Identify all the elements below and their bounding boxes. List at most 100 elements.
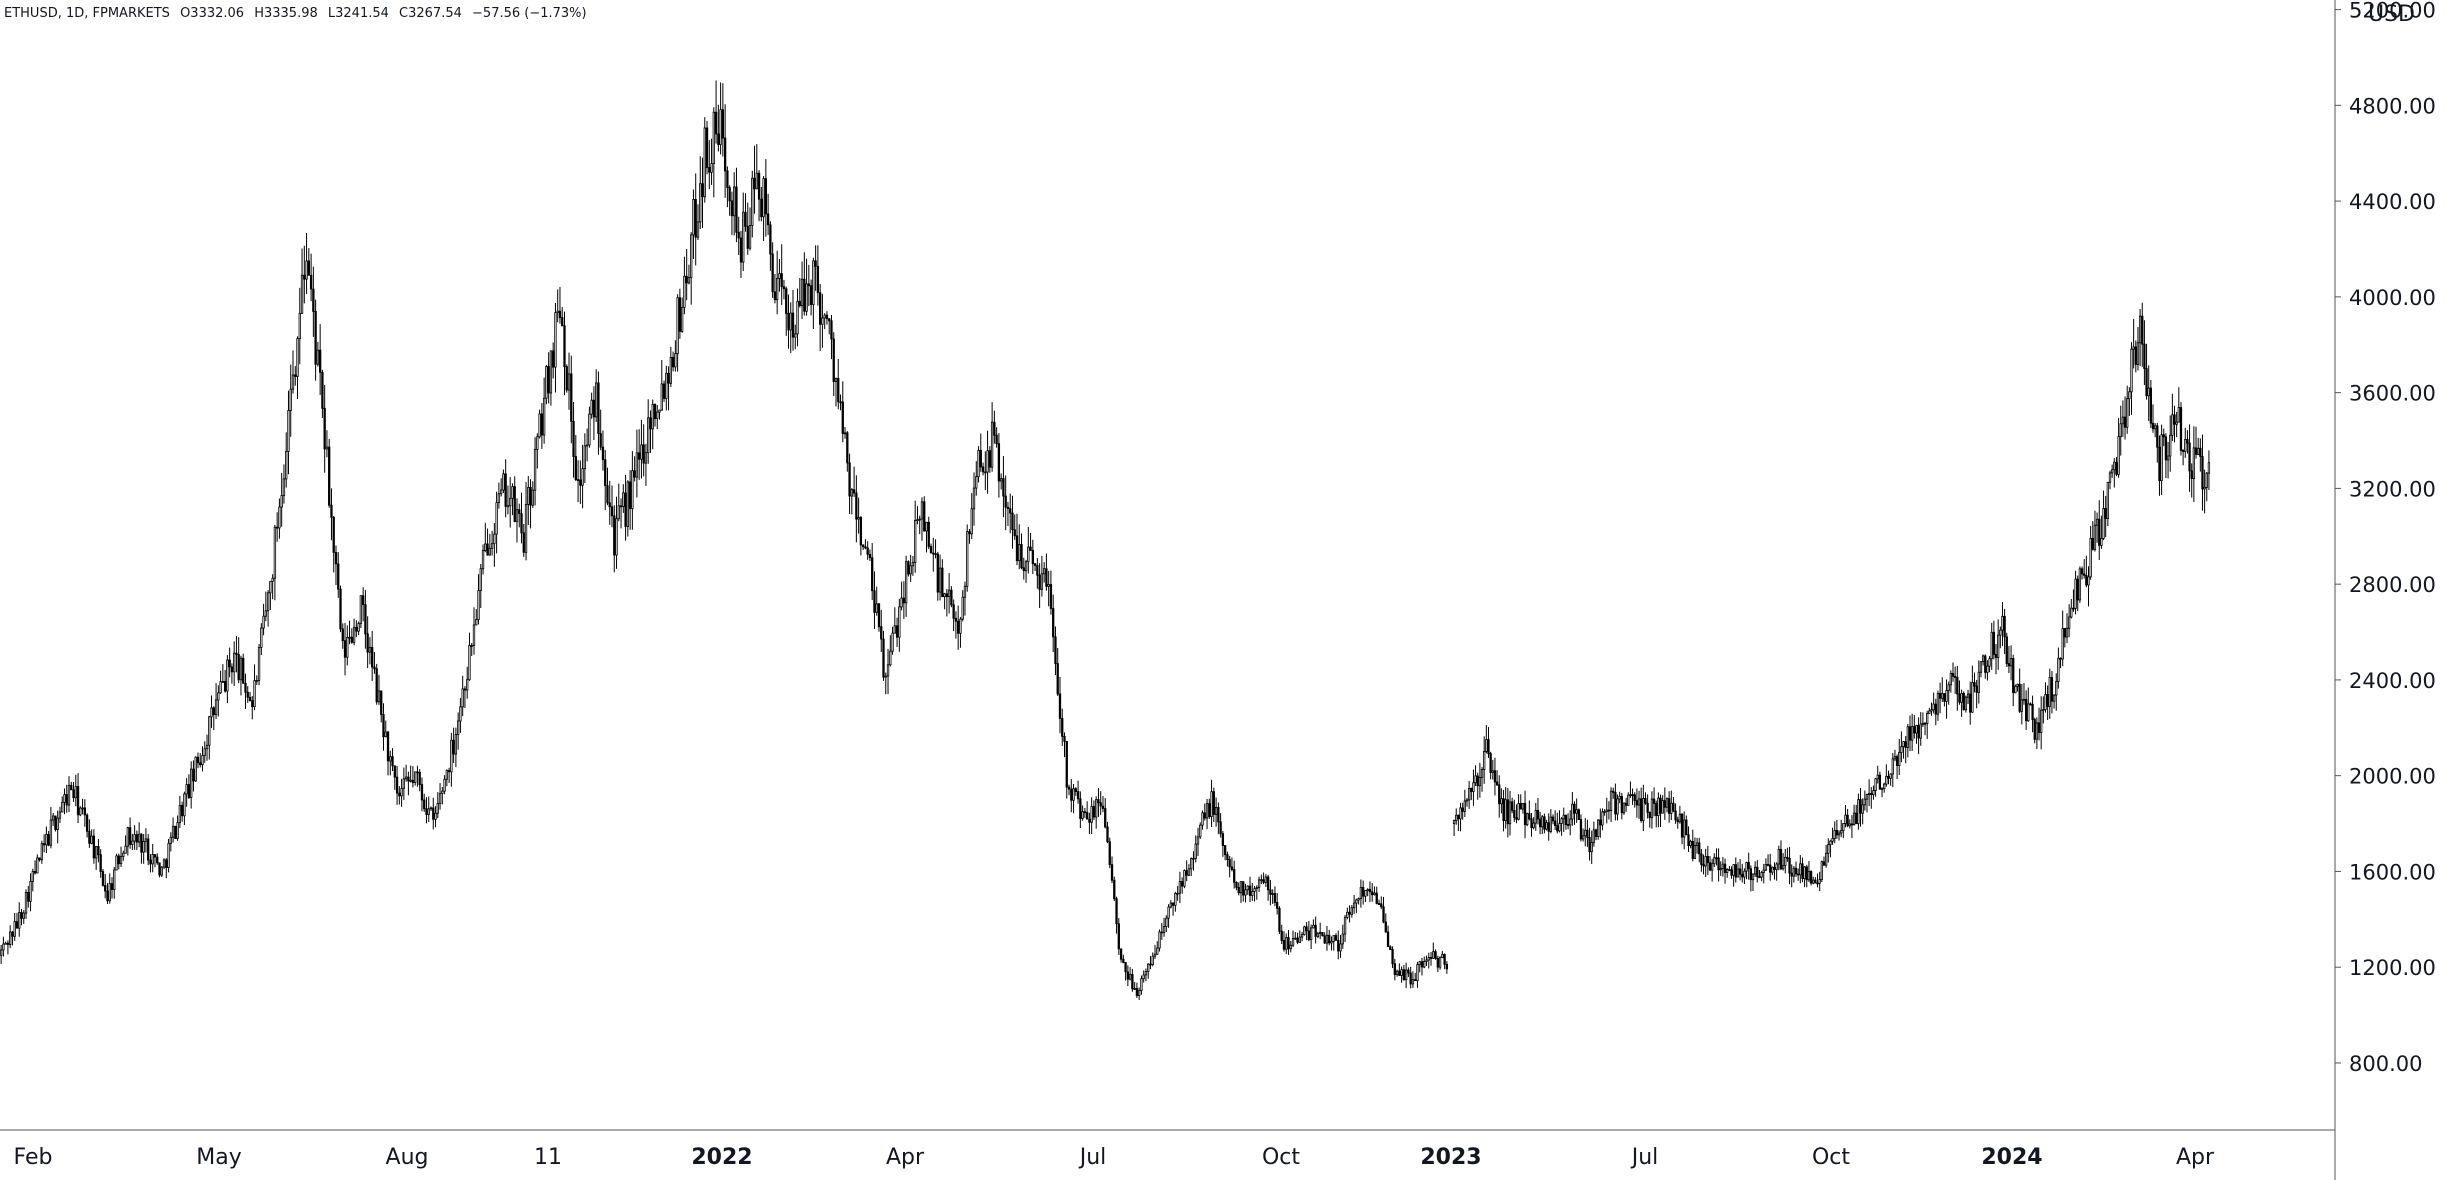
candle-down [572, 420, 575, 457]
candle-up [1260, 879, 1263, 882]
candle-up [1467, 787, 1471, 801]
candle-up [1833, 830, 1836, 839]
candle-up [1571, 803, 1574, 820]
candle-up [300, 274, 304, 314]
candle-up [1926, 713, 1929, 725]
candle-down [1992, 631, 1996, 655]
candle-up [1147, 963, 1150, 972]
candle-down [997, 443, 1001, 482]
candle-up [925, 521, 928, 532]
candle-down [1797, 873, 1800, 876]
candle-down [880, 626, 883, 640]
candle-up [961, 596, 964, 620]
candle-up [1693, 845, 1697, 859]
candle-up [221, 681, 225, 683]
candle-up [74, 786, 77, 799]
candle-up [414, 771, 417, 783]
candle-down [1633, 794, 1636, 801]
candle-up [2117, 436, 2120, 475]
candle-down [1377, 903, 1381, 905]
y-tick-label: 5200.00 [2349, 0, 2436, 23]
candle-down [828, 318, 831, 322]
candle-down [54, 815, 57, 830]
candle-up [2048, 677, 2051, 707]
candle-up [914, 519, 917, 563]
candle-up [1545, 822, 1548, 830]
candle-up [1187, 868, 1191, 876]
candle-up [893, 625, 896, 634]
candle-up [884, 675, 887, 678]
candle-up [647, 417, 650, 454]
candle-up [497, 493, 501, 504]
candle-down [2076, 578, 2079, 601]
candle-down [309, 274, 313, 290]
candle-up [583, 445, 587, 470]
candle-up [1455, 814, 1458, 821]
candle-down [1506, 799, 1509, 825]
candle-down [228, 659, 231, 668]
candle-up [1532, 822, 1535, 829]
candle-down [237, 654, 240, 681]
candle-up [1291, 938, 1295, 946]
candle-down [364, 604, 367, 635]
candle-up [434, 812, 437, 820]
candle-down [140, 833, 143, 853]
candle-up [886, 664, 890, 677]
candle-down [42, 843, 46, 846]
candle-down [1235, 881, 1238, 888]
candle-up [457, 720, 460, 735]
candle-up [733, 186, 736, 217]
candle-down [312, 288, 315, 312]
candle-up [617, 505, 620, 520]
x-tick-label: 11 [534, 1145, 562, 1170]
candle-up [538, 413, 541, 438]
candle-up [1303, 926, 1306, 935]
candle-up [588, 413, 591, 446]
candle-up [916, 519, 919, 521]
candle-up [24, 892, 28, 914]
candle-up [1900, 746, 1903, 753]
candle-up [461, 688, 464, 708]
candle-down [1741, 873, 1744, 878]
candle-down [1052, 608, 1055, 638]
candle-down [199, 762, 202, 766]
candle-down [1672, 802, 1675, 812]
candle-up [1880, 788, 1884, 791]
candle-up [1661, 800, 1664, 814]
candle-up [115, 855, 118, 871]
axes-layer [0, 0, 2336, 1180]
candle-up [1902, 741, 1905, 747]
candle-down [1556, 825, 1559, 832]
candle-down [1984, 655, 1987, 673]
candle-down [1551, 816, 1555, 822]
candle-up [1183, 870, 1186, 887]
candle-up [1196, 836, 1200, 845]
candle-down [746, 225, 749, 249]
candle-down [1564, 814, 1568, 825]
candle-up [1930, 709, 1933, 712]
candle-up [2119, 423, 2122, 438]
candle-down [350, 636, 353, 643]
candle-down [1917, 725, 1920, 739]
candle-down [1749, 868, 1753, 881]
x-tick-label: Aug [386, 1145, 429, 1170]
candle-up [2169, 434, 2172, 457]
candle-up [2106, 481, 2109, 519]
candle-down [2091, 537, 2094, 550]
candle-up [1465, 799, 1469, 802]
candle-up [36, 857, 39, 874]
candle-down [601, 446, 605, 461]
candle-down [1092, 805, 1096, 818]
candle-down [570, 373, 573, 422]
candle-up [1491, 770, 1494, 773]
candle-up [2027, 703, 2030, 722]
candle-down [1223, 845, 1227, 856]
candle-down [1822, 861, 1826, 866]
candle-up [226, 659, 229, 692]
currency-label[interactable]: USD [2367, 2, 2415, 27]
candle-down [1495, 781, 1499, 786]
candle-up [626, 481, 629, 527]
candle-up [450, 739, 453, 773]
y-tick-label: 4800.00 [2349, 94, 2436, 118]
candle-down [242, 657, 245, 684]
